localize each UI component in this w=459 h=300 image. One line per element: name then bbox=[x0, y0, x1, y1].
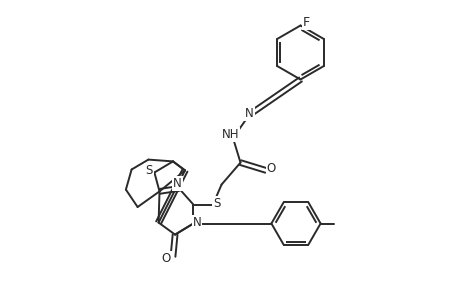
Text: S: S bbox=[145, 164, 152, 177]
Text: NH: NH bbox=[221, 128, 239, 141]
Text: N: N bbox=[192, 215, 201, 229]
Text: N: N bbox=[245, 106, 253, 120]
Text: S: S bbox=[213, 196, 220, 210]
Text: N: N bbox=[173, 177, 181, 190]
Text: O: O bbox=[266, 162, 275, 176]
Text: F: F bbox=[302, 16, 309, 29]
Text: O: O bbox=[162, 251, 171, 265]
